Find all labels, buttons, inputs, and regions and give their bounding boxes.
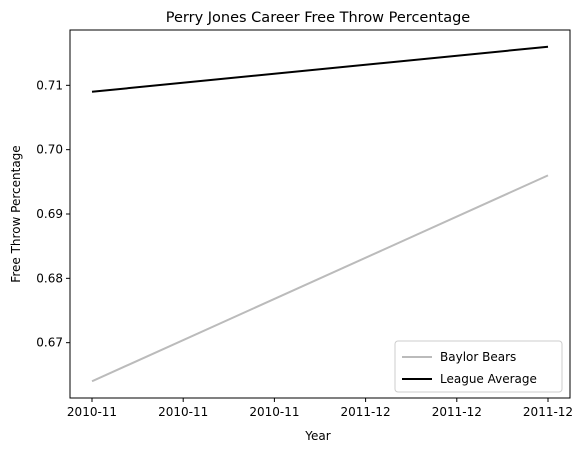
y-tick-label: 0.68	[36, 271, 63, 285]
x-tick-label: 2010-11	[67, 405, 117, 419]
legend: Baylor Bears League Average	[394, 340, 563, 393]
legend-label: League Average	[440, 372, 537, 386]
y-tick-label: 0.71	[36, 78, 63, 92]
y-axis-title: Free Throw Percentage	[9, 145, 23, 282]
x-tick-label: 2011-12	[341, 405, 391, 419]
x-tick-label: 2011-12	[432, 405, 482, 419]
y-tick-label: 0.70	[36, 143, 63, 157]
chart-title: Perry Jones Career Free Throw Percentage	[166, 10, 471, 26]
x-tick-label: 2010-11	[249, 405, 299, 419]
series-line-baylor-bears	[91, 174, 549, 383]
x-tick-label: 2011-12	[523, 405, 573, 419]
legend-box	[394, 340, 563, 393]
x-axis-title: Year	[304, 429, 330, 443]
y-tick-label: 0.67	[36, 336, 63, 350]
plot-frame	[69, 29, 571, 399]
legend-label: Baylor Bears	[440, 350, 516, 364]
series-lines	[91, 45, 549, 383]
x-axis: 2010-11 2010-11 2010-11 2011-12 2011-12 2011-…	[67, 398, 573, 419]
y-tick-label: 0.69	[36, 207, 63, 221]
x-tick-label: 2010-11	[158, 405, 208, 419]
y-axis: 0.67 0.68 0.69 0.70 0.71	[36, 78, 70, 350]
plot-area	[70, 30, 570, 398]
series-line-league-average	[91, 45, 549, 93]
